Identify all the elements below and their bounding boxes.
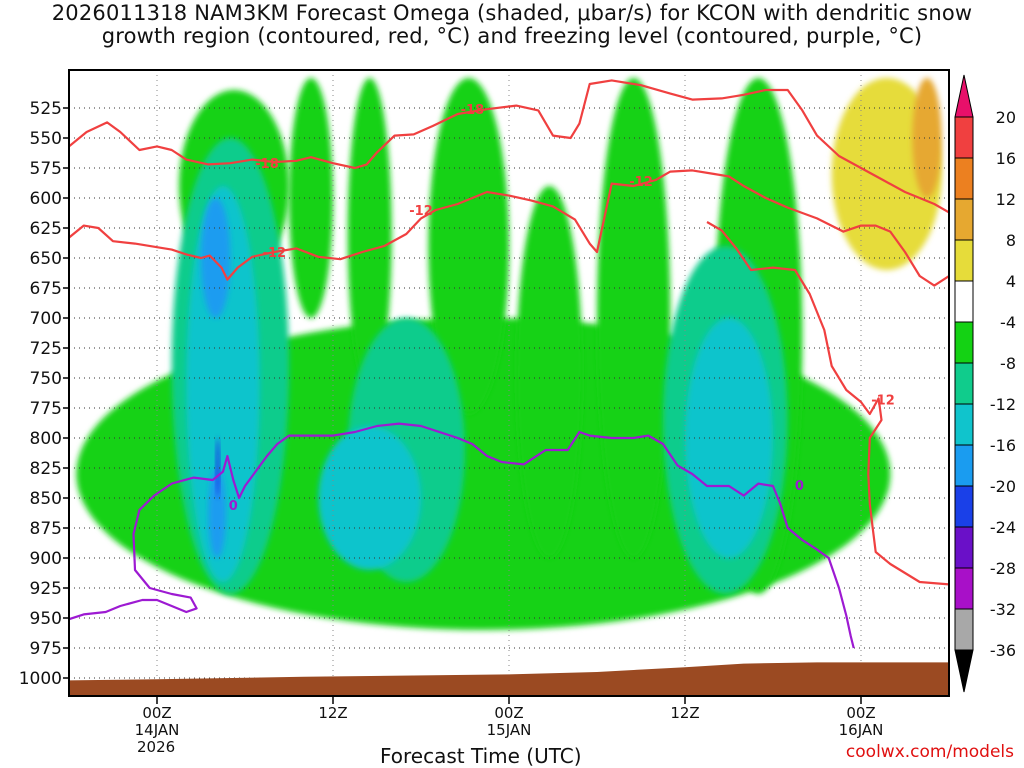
y-tick-label: 875 [30,519,62,539]
y-tick-label: 775 [30,399,62,419]
colorbar-bin [954,362,974,405]
colorbar-label: 4 [1006,272,1016,291]
colorbar-label: 16 [996,149,1016,168]
omega-region [428,78,509,414]
colorbar-bin [954,116,974,159]
terrain-fill [69,662,949,696]
colorbar-bin [954,403,974,446]
contour-label: -12 [871,394,895,409]
x-tick-label: 15JAN [487,721,532,739]
y-tick-label: 725 [30,339,62,359]
colorbar-bin [954,485,974,528]
colorbar-bin [954,321,974,364]
y-tick-label: 750 [30,369,62,389]
omega-region [912,78,942,198]
x-tick-label: 12Z [318,704,347,722]
contour-label: -12 [409,204,433,219]
contour-label: -12 [629,175,653,190]
colorbar-bin [954,280,974,323]
y-tick-label: 825 [30,459,62,479]
x-tick-label: 16JAN [839,721,884,739]
y-tick-label: 800 [30,429,62,449]
colorbar: 20 16 12 8 4 -4 -8 -12 -16 -20 -24 -28 -32 -36 [954,74,1016,693]
colorbar-label: -32 [990,600,1016,619]
colorbar-bin [954,198,974,241]
y-tick-label: 925 [30,579,62,599]
pressure-axis: 525 550 575 600 625 650 675 700 725 750 775 800 825 8… [19,99,69,689]
colorbar-bin [954,444,974,487]
x-tick-label: 12Z [670,704,699,722]
grid-lines [69,70,949,696]
y-tick-label: 575 [30,159,62,179]
y-tick-label: 950 [30,609,62,629]
y-tick-label: 900 [30,549,62,569]
colorbar-bin [954,157,974,200]
colorbar-bin [954,608,974,651]
omega-region [347,78,392,390]
contour-label: -18 [255,157,279,172]
year-label: 2026 [137,738,176,756]
y-tick-label: 975 [30,639,62,659]
colorbar-label: 20 [996,108,1016,127]
chart-title-line-2: growth region (contoured, red, °C) and f… [101,24,923,48]
colorbar-label: 12 [996,190,1016,209]
y-tick-label: 1000 [19,669,62,689]
contour-line [69,422,855,649]
contour-label: 0 [795,479,804,494]
contour-label: 0 [229,499,238,514]
temperature-contours [69,79,949,649]
x-axis-label: Forecast Time (UTC) [380,744,582,768]
colorbar-top-cap [954,74,974,118]
colorbar-bin [954,526,974,569]
contour-line [706,221,949,586]
contour-label: -18 [461,103,485,118]
chart-title-line-1: 2026011318 NAM3KM Forecast Omega (shaded… [51,1,973,25]
contour-line [69,79,949,214]
colorbar-bottom-cap [954,649,974,693]
colorbar-label: -12 [990,395,1016,414]
y-tick-label: 700 [30,309,62,329]
y-tick-label: 850 [30,489,62,509]
omega-region [289,78,333,318]
colorbar-label: -28 [990,559,1016,578]
x-tick-label: 14JAN [135,721,180,739]
contour-line [69,169,949,287]
omega-region [201,198,231,318]
omega-region [215,438,221,498]
omega-shading [76,78,942,630]
source-credit: coolwx.com/models [845,742,1014,762]
colorbar-label: -36 [990,641,1016,660]
colorbar-bin [954,567,974,610]
omega-region [208,468,226,558]
y-tick-label: 650 [30,249,62,269]
y-tick-label: 675 [30,279,62,299]
contour-label: -12 [263,246,287,261]
x-tick-label: 00Z [494,704,523,722]
colorbar-label: -20 [990,477,1016,496]
x-tick-label: 00Z [142,704,171,722]
contour-labels: -18 -18 -12 -12 -12 -12 0 0 [229,103,895,514]
y-tick-label: 550 [30,129,62,149]
colorbar-label: -8 [1000,354,1016,373]
colorbar-label: -16 [990,436,1016,455]
terrain-polygon [69,662,949,696]
y-tick-label: 525 [30,99,62,119]
y-tick-label: 625 [30,219,62,239]
chart-title: 2026011318 NAM3KM Forecast Omega (shaded… [0,2,1024,48]
x-tick-label: 00Z [846,704,875,722]
omega-region [516,186,583,558]
colorbar-label: 8 [1006,231,1016,250]
y-tick-label: 600 [30,189,62,209]
colorbar-label: -24 [990,518,1016,537]
colorbar-bin [954,239,974,282]
colorbar-label: -4 [1000,313,1016,332]
